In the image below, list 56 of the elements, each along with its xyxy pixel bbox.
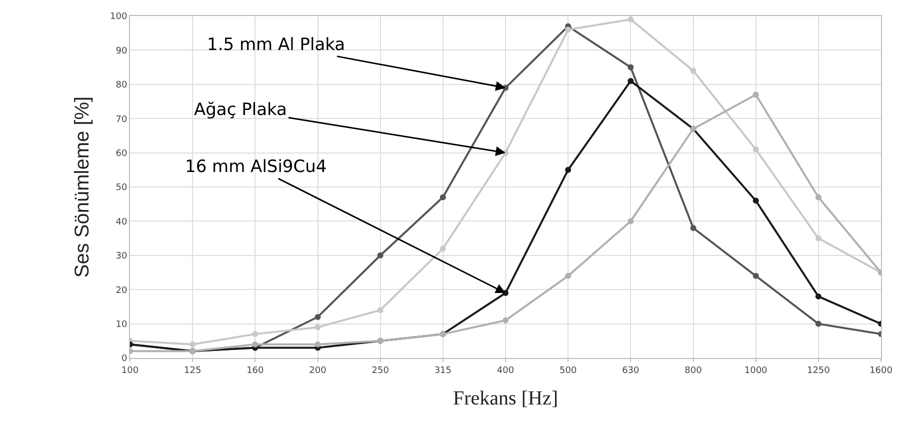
point [690, 68, 696, 74]
y-tick-label: 60 [116, 148, 128, 159]
point [752, 198, 759, 204]
point [752, 146, 759, 152]
point [440, 194, 446, 200]
point [752, 92, 759, 98]
y-tick-label: 20 [116, 286, 128, 296]
point [565, 166, 572, 173]
point [190, 341, 196, 348]
x-tick-label: 800 [684, 366, 702, 376]
annotation: 16 mm AlSi9Cu4 [185, 157, 327, 177]
y-tick-label: 30 [116, 252, 128, 262]
point [314, 341, 321, 348]
y-tick-label: 90 [116, 46, 128, 56]
x-tick-label: 160 [246, 366, 264, 376]
x-tick-label: 315 [434, 366, 452, 376]
y-axis-title: Ses Sönümleme [%] [72, 96, 94, 278]
point [565, 26, 572, 33]
point [252, 331, 258, 338]
point [815, 293, 822, 300]
annotation: Ağaç Plaka [194, 100, 287, 120]
x-tick-label: 630 [622, 366, 640, 376]
x-tick-label: 200 [309, 366, 327, 376]
x-tick-label: 1250 [806, 366, 830, 376]
point [752, 272, 759, 279]
point [628, 64, 634, 70]
x-tick-label: 250 [372, 366, 390, 376]
x-axis-title: Frekans [Hz] [453, 387, 558, 410]
point [628, 218, 634, 224]
point [690, 225, 696, 232]
y-tick-label: 100 [110, 12, 128, 22]
point [565, 272, 572, 279]
point [815, 194, 822, 200]
y-tick-label: 0 [121, 354, 128, 364]
y-tick-label: 10 [116, 320, 128, 330]
x-tick-label: 500 [559, 366, 577, 376]
x-tick-label: 1600 [870, 366, 893, 376]
x-tick-label: 400 [496, 366, 514, 376]
point [815, 235, 822, 242]
point [815, 320, 822, 327]
point [252, 341, 258, 348]
point [377, 252, 384, 258]
y-tick-label: 70 [116, 114, 128, 125]
x-tick-label: 125 [184, 366, 202, 376]
x-tick-label: 1000 [744, 366, 768, 376]
annotation: 1.5 mm Al Plaka [207, 35, 346, 55]
point [628, 16, 634, 22]
point [377, 307, 384, 314]
point [314, 324, 321, 330]
y-tick-label: 40 [116, 217, 128, 228]
point [440, 246, 446, 252]
point [314, 314, 321, 320]
point [502, 317, 508, 324]
point [628, 78, 634, 84]
y-tick-label: 80 [116, 80, 128, 91]
y-tick-label: 50 [116, 183, 128, 194]
